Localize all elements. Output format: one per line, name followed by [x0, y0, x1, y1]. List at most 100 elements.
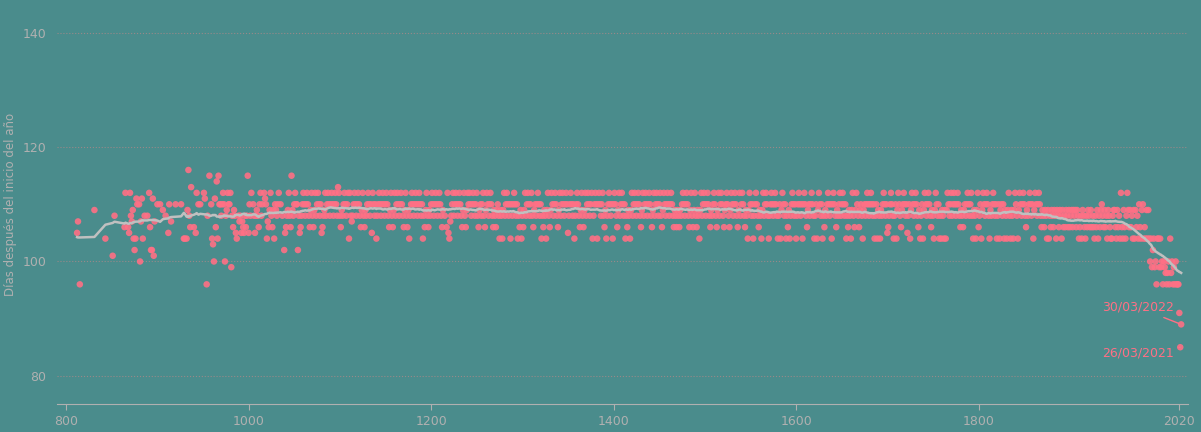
Point: [604, 201, 623, 208]
Point: [1142, 264, 1161, 270]
Point: [369, 201, 388, 208]
Point: [531, 201, 550, 208]
Point: [979, 212, 998, 219]
Point: [1157, 281, 1176, 288]
Point: [620, 212, 639, 219]
Point: [335, 189, 354, 196]
Point: [757, 189, 776, 196]
Point: [318, 189, 337, 196]
Point: [692, 189, 711, 196]
Point: [860, 212, 879, 219]
Point: [638, 212, 657, 219]
Point: [936, 206, 955, 213]
Point: [294, 201, 313, 208]
Point: [831, 212, 850, 219]
Point: [839, 206, 859, 213]
Point: [1092, 206, 1111, 213]
Point: [331, 224, 351, 231]
Point: [915, 189, 934, 196]
Point: [909, 206, 928, 213]
Point: [963, 212, 982, 219]
Point: [984, 189, 1003, 196]
Point: [895, 201, 914, 208]
Point: [745, 212, 764, 219]
Point: [823, 201, 842, 208]
Point: [1053, 224, 1072, 231]
Point: [204, 258, 223, 265]
Point: [955, 206, 974, 213]
Point: [590, 189, 609, 196]
Point: [387, 201, 406, 208]
Point: [279, 206, 298, 213]
Point: [1085, 235, 1104, 242]
Point: [150, 201, 169, 208]
Point: [341, 212, 360, 219]
Point: [686, 212, 705, 219]
Point: [704, 189, 723, 196]
Point: [460, 189, 479, 196]
Point: [339, 189, 358, 196]
Point: [483, 212, 502, 219]
Point: [747, 201, 766, 208]
Point: [395, 206, 414, 213]
Point: [906, 201, 925, 208]
Point: [619, 206, 638, 213]
Point: [888, 206, 907, 213]
Point: [868, 206, 888, 213]
Point: [787, 235, 806, 242]
Point: [1027, 212, 1046, 219]
Point: [556, 201, 575, 208]
Point: [1000, 212, 1020, 219]
Point: [126, 235, 145, 242]
Point: [944, 201, 963, 208]
Point: [1140, 235, 1159, 242]
Point: [389, 201, 408, 208]
Point: [674, 201, 693, 208]
Point: [207, 178, 226, 185]
Point: [432, 224, 452, 231]
Point: [891, 224, 910, 231]
Point: [264, 206, 283, 213]
Point: [363, 189, 382, 196]
Point: [670, 206, 689, 213]
Point: [681, 206, 700, 213]
Point: [321, 212, 340, 219]
Point: [1121, 206, 1140, 213]
Point: [462, 201, 482, 208]
Point: [719, 212, 739, 219]
Point: [1158, 270, 1177, 276]
Point: [830, 189, 849, 196]
Point: [1106, 224, 1125, 231]
Point: [465, 201, 484, 208]
Point: [187, 189, 207, 196]
Point: [633, 189, 652, 196]
Point: [337, 201, 357, 208]
Point: [896, 212, 915, 219]
Point: [623, 212, 643, 219]
Point: [295, 212, 315, 219]
Point: [1022, 212, 1041, 219]
Point: [115, 189, 135, 196]
Point: [584, 212, 603, 219]
Point: [560, 201, 579, 208]
Point: [1145, 264, 1164, 270]
Point: [1003, 212, 1022, 219]
Point: [532, 235, 551, 242]
Point: [921, 212, 940, 219]
Point: [813, 235, 832, 242]
Point: [978, 189, 997, 196]
Point: [586, 201, 605, 208]
Point: [1153, 258, 1172, 265]
Point: [340, 235, 359, 242]
Point: [428, 201, 447, 208]
Point: [951, 224, 970, 231]
Point: [273, 212, 292, 219]
Point: [1015, 201, 1034, 208]
Point: [928, 212, 948, 219]
Point: [468, 224, 488, 231]
Point: [742, 212, 761, 219]
Point: [497, 189, 516, 196]
Point: [249, 224, 268, 231]
Point: [428, 212, 447, 219]
Point: [841, 235, 860, 242]
